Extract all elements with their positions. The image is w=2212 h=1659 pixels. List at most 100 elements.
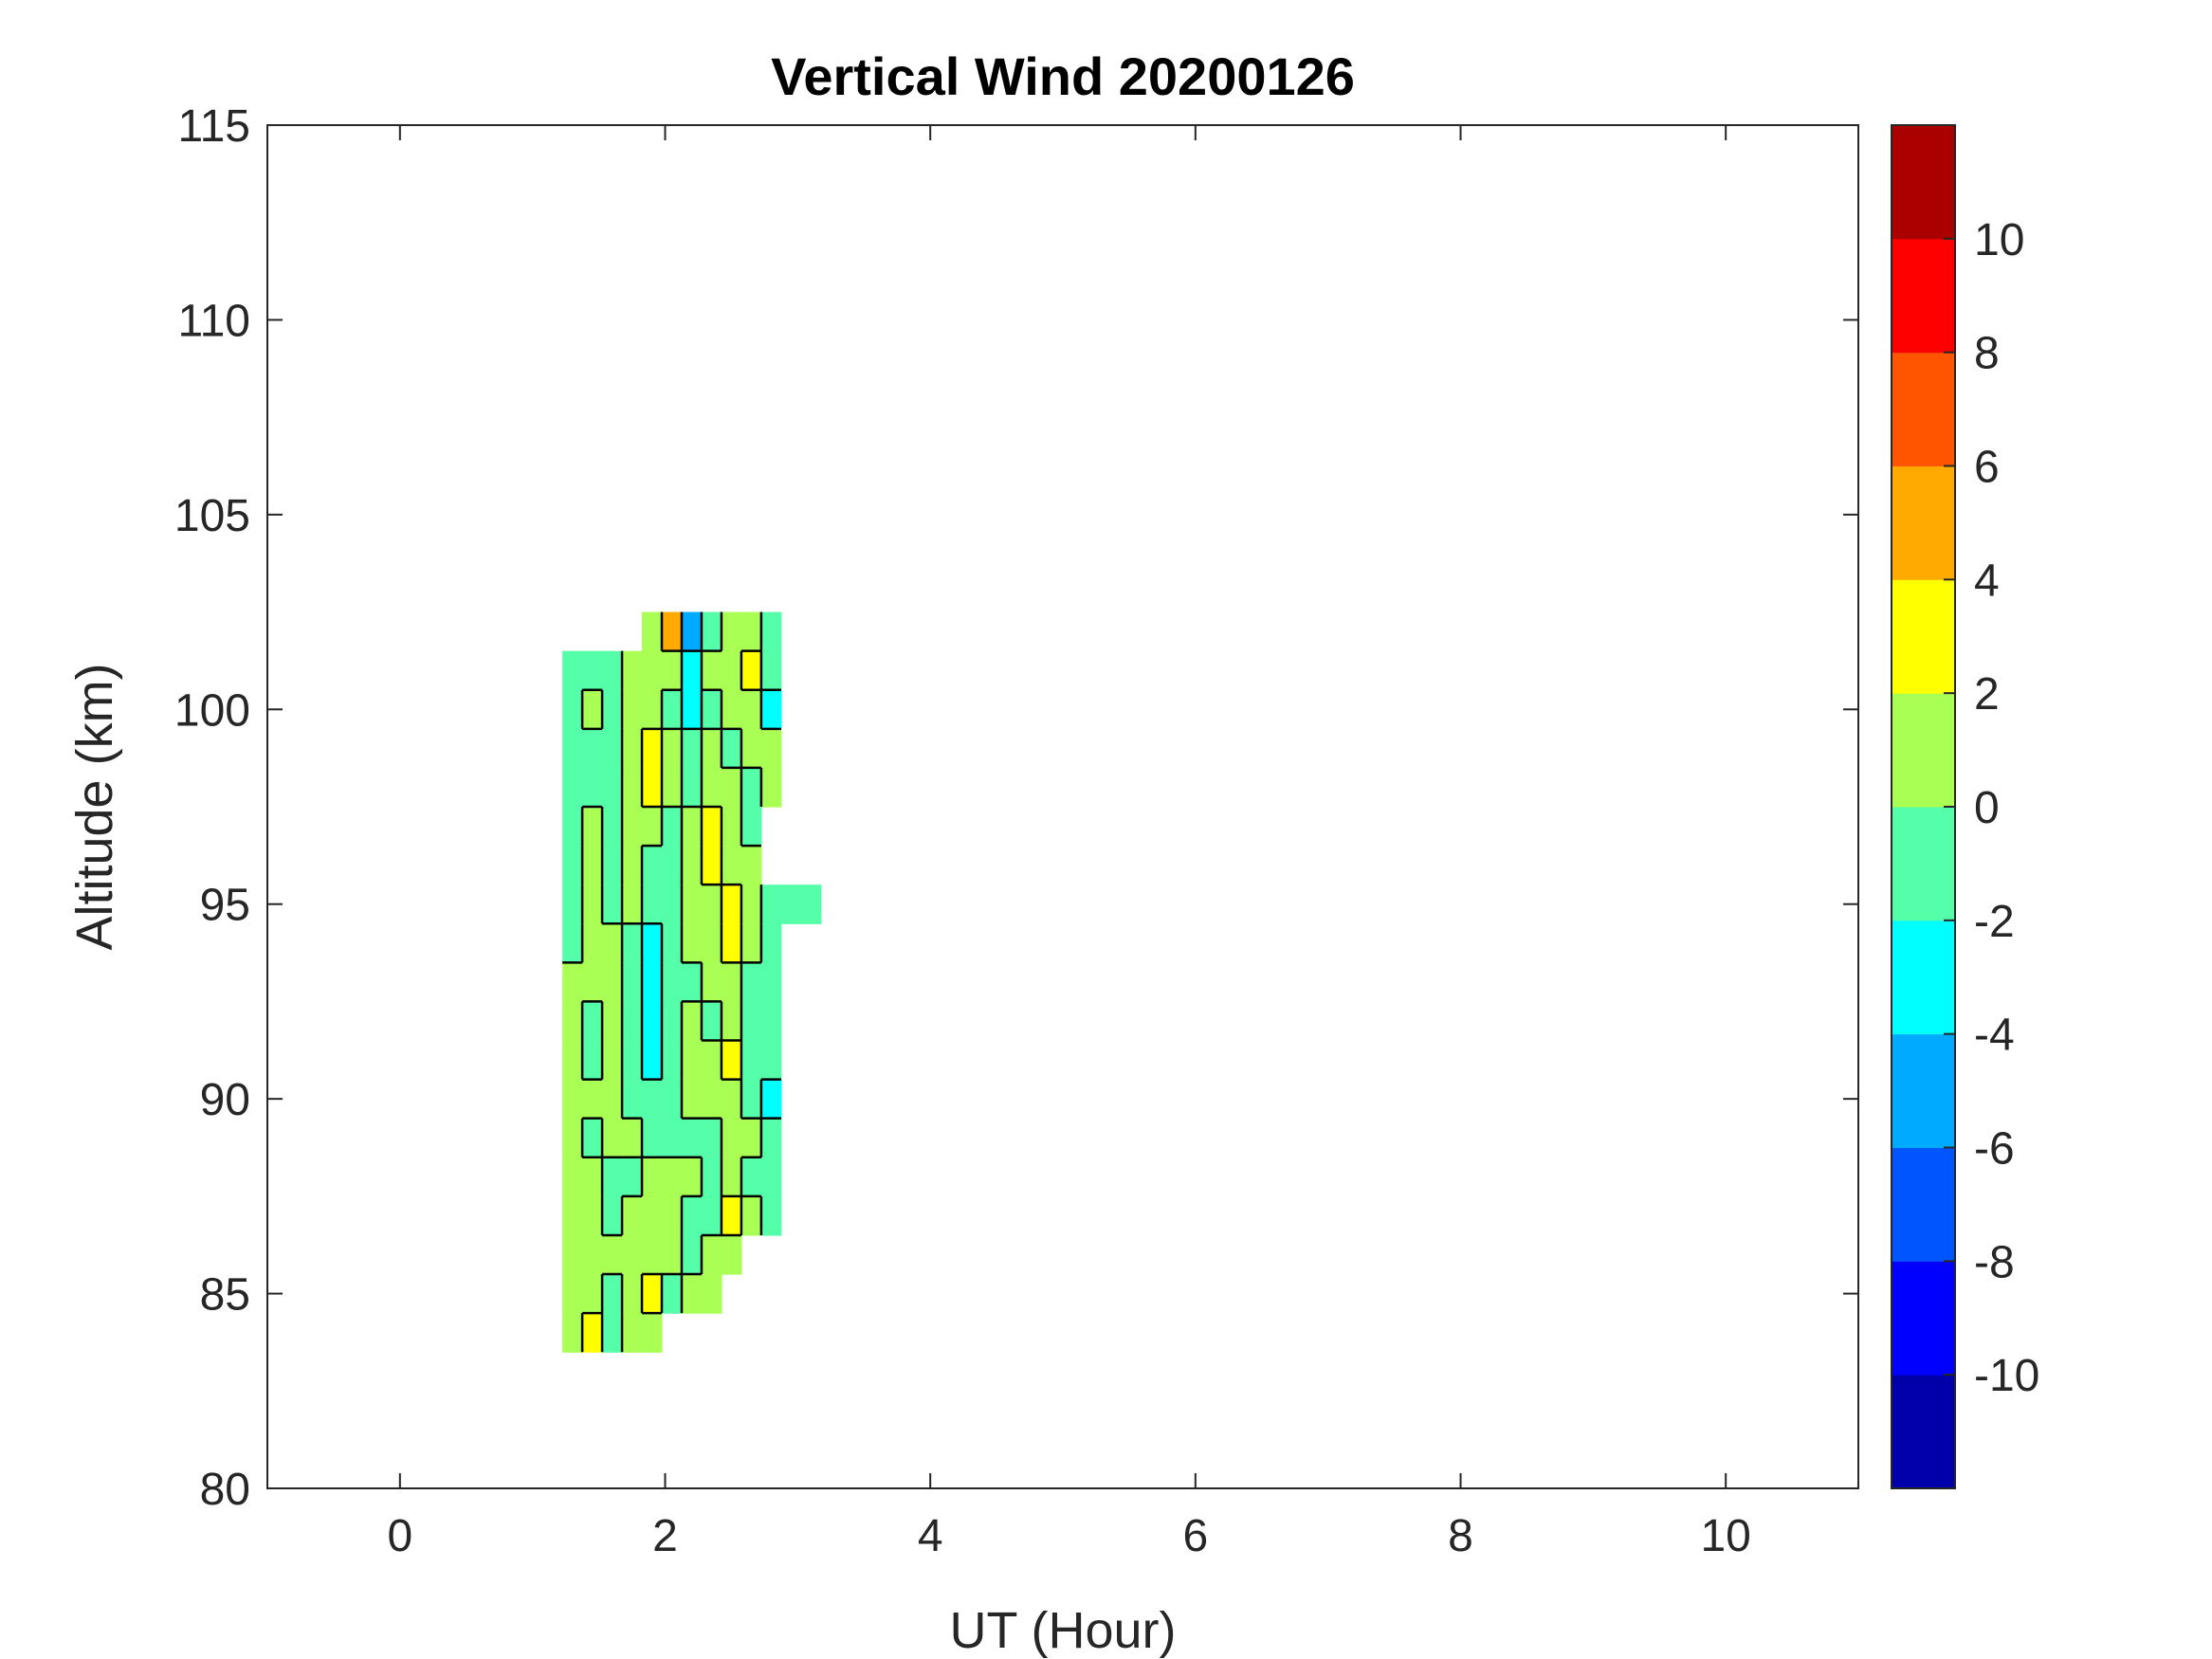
colorbar-tick-label: 0	[1974, 783, 2000, 833]
x-tick-label: 0	[387, 1511, 412, 1561]
contour-cell	[642, 1274, 663, 1314]
contour-cell	[662, 1118, 683, 1158]
contour-cell	[701, 807, 722, 847]
contour-cell	[582, 689, 603, 730]
contour-cell	[602, 884, 623, 924]
contour-cell	[622, 1274, 643, 1314]
contour-cell	[562, 1001, 583, 1042]
contour-cell	[701, 1195, 722, 1236]
contour-cell	[642, 611, 663, 652]
contour-cell	[622, 1157, 643, 1197]
contour-cell	[622, 650, 643, 691]
contour-cell	[582, 1001, 603, 1042]
contour-cell	[721, 1157, 742, 1197]
contour-cell	[662, 767, 683, 808]
contour-cell	[622, 1001, 643, 1042]
contour-cell	[701, 650, 722, 691]
contour-cell	[622, 728, 643, 769]
contour-cell	[701, 611, 722, 652]
contour-cell	[602, 1118, 623, 1158]
contour-cell	[721, 1234, 742, 1275]
contour-cell	[602, 689, 623, 730]
contour-cell	[701, 728, 722, 769]
y-axis-label: Altitude (km)	[66, 663, 123, 950]
x-tick-label: 10	[1700, 1511, 1750, 1561]
contour-cell	[662, 846, 683, 885]
contour-cell	[562, 1157, 583, 1197]
contour-cell	[582, 1274, 603, 1314]
contour-cell	[740, 728, 762, 769]
contour-cell	[721, 611, 742, 652]
contour-cell	[662, 650, 683, 691]
contour-cell	[602, 1195, 623, 1236]
colorbar-swatch	[1892, 238, 1955, 354]
contour-cell	[740, 1157, 762, 1197]
contour-cell	[662, 611, 683, 652]
contour-cell	[760, 1195, 782, 1236]
x-axis: 0 2 4 6 8 10	[387, 125, 1751, 1561]
contour-cell	[562, 1079, 583, 1120]
contour-cell	[602, 1234, 623, 1275]
contour-cell	[721, 1195, 742, 1236]
contour-cell	[760, 884, 782, 924]
x-axis-label: UT (Hour)	[949, 1602, 1176, 1659]
contour-cell	[562, 1274, 583, 1314]
contour-cell	[602, 728, 623, 769]
y-axis: 80 85 90 95 100 105 110 115	[174, 101, 1858, 1515]
contour-cell	[582, 1157, 603, 1197]
contour-cell	[582, 728, 603, 769]
contour-fill	[562, 611, 822, 1353]
contour-lines	[562, 611, 781, 1353]
contour-cell	[760, 650, 782, 691]
contour-cell	[740, 923, 762, 963]
contour-cell	[681, 962, 703, 1003]
contour-cell	[642, 767, 663, 808]
contour-cell	[760, 1040, 782, 1081]
colorbar-tick-label: -8	[1974, 1237, 2015, 1287]
contour-cell	[760, 923, 782, 963]
contour-cell	[740, 611, 762, 652]
x-tick-label: 2	[652, 1511, 678, 1561]
contour-cell	[662, 923, 683, 963]
contour-cell	[721, 923, 742, 963]
contour-cell	[622, 1079, 643, 1120]
contour-cell	[721, 807, 742, 847]
contour-cell	[662, 1157, 683, 1197]
contour-cell	[602, 650, 623, 691]
contour-cell	[562, 1195, 583, 1236]
contour-cell	[681, 1195, 703, 1236]
contour-cell	[602, 807, 623, 847]
contour-cell	[622, 1040, 643, 1081]
contour-cell	[622, 923, 643, 963]
contour-cell	[622, 1118, 643, 1158]
contour-cell	[562, 689, 583, 730]
contour-cell	[602, 962, 623, 1003]
y-tick-label: 95	[200, 881, 250, 931]
chart-title: Vertical Wind 20200126	[771, 46, 1355, 106]
contour-cell	[642, 962, 663, 1003]
contour-cell	[662, 1040, 683, 1081]
colorbar-swatch	[1892, 579, 1955, 694]
contour-cell	[602, 1079, 623, 1120]
contour-cell	[562, 962, 583, 1003]
contour-cell	[760, 611, 782, 652]
contour-cell	[681, 611, 703, 652]
colorbar-swatch	[1892, 352, 1955, 466]
contour-cell	[681, 650, 703, 691]
contour-cell	[582, 1118, 603, 1158]
contour-cell	[642, 807, 663, 847]
contour-cell	[740, 846, 762, 885]
contour-cell	[582, 846, 603, 885]
contour-cell	[721, 1118, 742, 1158]
colorbar-swatch	[1892, 807, 1955, 921]
contour-cell	[582, 1234, 603, 1275]
contour-cell	[701, 1157, 722, 1197]
colorbar-tick-label: 2	[1974, 669, 2000, 720]
colorbar-tick-label: -6	[1974, 1124, 2015, 1175]
contour-cell	[760, 1118, 782, 1158]
contour-cell	[562, 1118, 583, 1158]
contour-cell	[740, 807, 762, 847]
contour-cell	[740, 650, 762, 691]
colorbar-tick-label: 4	[1974, 556, 2000, 606]
